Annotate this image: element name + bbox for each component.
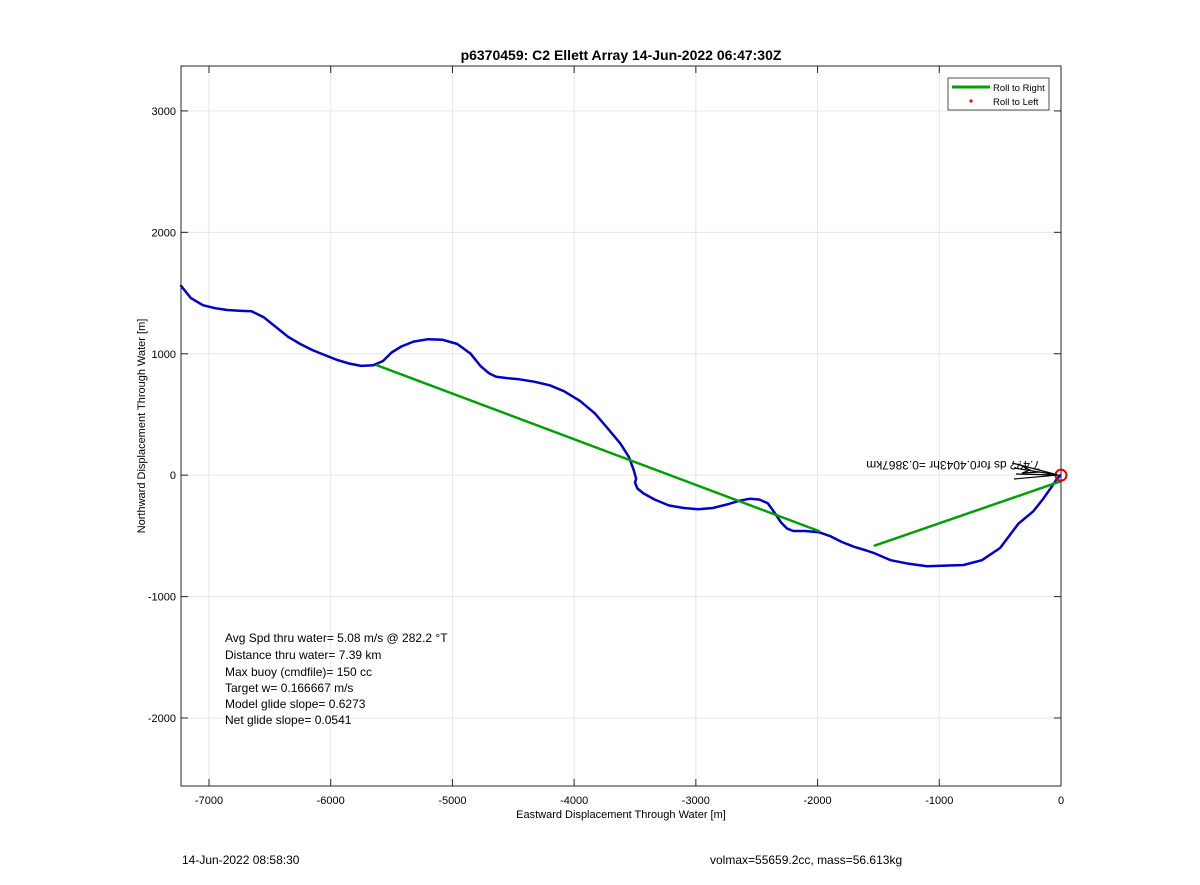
stats-model-glide: Model glide slope= 0.6273 bbox=[225, 697, 366, 711]
x-tick-label: 0 bbox=[1058, 795, 1064, 807]
axes-background bbox=[181, 66, 1061, 786]
legend-box bbox=[947, 77, 1050, 111]
legend-label-roll-left: Roll to Left bbox=[993, 97, 1039, 108]
stats-distance: Distance thru water= 7.39 km bbox=[225, 648, 381, 662]
roll-right-segment bbox=[375, 364, 821, 533]
x-tick-label: -4000 bbox=[560, 795, 588, 807]
footer-volmax-mass: volmax=55659.2cc, mass=56.613kg bbox=[710, 853, 903, 867]
roll-right-segment bbox=[873, 479, 1063, 547]
arrow-scribble bbox=[1011, 462, 1059, 480]
footer-timestamp: 14-Jun-2022 08:58:30 bbox=[182, 853, 300, 867]
y-tick-label: -1000 bbox=[148, 592, 176, 604]
legend: Roll to Right Roll to Left bbox=[947, 77, 1050, 111]
x-tick-label: -3000 bbox=[682, 795, 710, 807]
x-tick-label: -6000 bbox=[317, 795, 345, 807]
axes-box bbox=[180, 65, 1062, 787]
stats-target-w: Target w= 0.166667 m/s bbox=[225, 681, 353, 695]
x-axis-label: Eastward Displacement Through Water [m] bbox=[516, 809, 726, 821]
legend-label-roll-right: Roll to Right bbox=[993, 83, 1045, 94]
stats-net-glide: Net glide slope= 0.0541 bbox=[225, 713, 352, 727]
stats-text-block: Avg Spd thru water= 5.08 m/s @ 282.2 °T … bbox=[225, 631, 448, 727]
y-tick-label: 3000 bbox=[152, 106, 176, 118]
annotation-mirrored-text: 7.4?? ds for0.4043hr =0.3867km bbox=[866, 458, 1040, 472]
glider-track-line bbox=[179, 284, 1062, 568]
y-tick-label: -2000 bbox=[148, 713, 176, 725]
x-tick-label: -2000 bbox=[803, 795, 831, 807]
y-tick-label: 1000 bbox=[152, 349, 176, 361]
stats-max-buoy: Max buoy (cmdfile)= 150 cc bbox=[225, 665, 372, 679]
y-tick-label: 0 bbox=[170, 470, 176, 482]
chart-title: p6370459: C2 Ellett Array 14-Jun-2022 06… bbox=[461, 47, 782, 63]
y-axis-label: Northward Displacement Through Water [m] bbox=[136, 319, 148, 534]
legend-swatch-roll-left bbox=[969, 99, 973, 103]
x-tick-label: -5000 bbox=[438, 795, 466, 807]
y-tick-label: 2000 bbox=[152, 227, 176, 239]
stats-avg-speed: Avg Spd thru water= 5.08 m/s @ 282.2 °T bbox=[225, 631, 448, 645]
series-layer bbox=[179, 284, 1063, 568]
ticks: -7000 -6000 -5000 -4000 -3000 -2000 -1000 0 -200… bbox=[148, 66, 1064, 807]
x-tick-label: -7000 bbox=[195, 795, 223, 807]
x-tick-label: -1000 bbox=[925, 795, 953, 807]
